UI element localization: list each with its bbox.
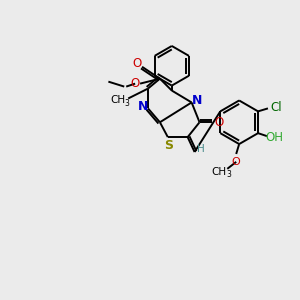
Text: H: H [197,144,204,154]
Text: N: N [191,94,202,107]
Text: 3: 3 [125,99,130,108]
Text: CH: CH [212,167,227,177]
Text: CH: CH [111,95,126,106]
Text: OH: OH [265,130,283,144]
Text: O: O [133,57,142,70]
Text: O: O [232,157,241,167]
Text: 3: 3 [227,170,232,179]
Text: N: N [138,100,148,113]
Text: S: S [164,139,173,152]
Text: O: O [130,77,140,90]
Text: O: O [215,116,224,129]
Text: Cl: Cl [270,101,282,114]
